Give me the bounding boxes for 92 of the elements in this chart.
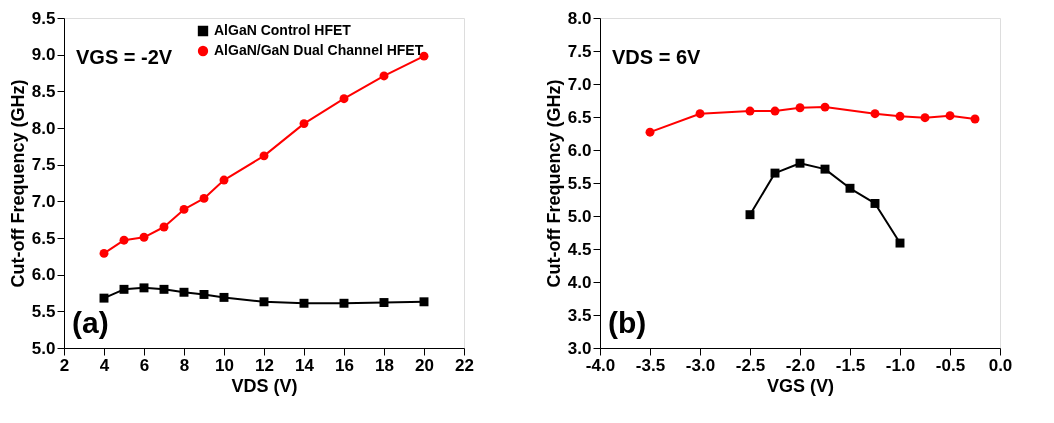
- point: [379, 298, 389, 308]
- x-tick-label: -1.0: [885, 355, 916, 375]
- x-tick-label: 12: [255, 355, 274, 375]
- x-tick-label: 8: [179, 355, 190, 375]
- x-tick-label: 6: [139, 355, 150, 375]
- legend-label: AlGaN Control HFET: [214, 22, 352, 38]
- point: [219, 292, 229, 302]
- x-tick-label: 0.0: [988, 355, 1013, 375]
- x-axis-title: VGS (V): [766, 375, 835, 396]
- annotation: VGS = -2V: [76, 46, 173, 68]
- y-tick-label: 7.5: [567, 41, 592, 61]
- point: [645, 127, 655, 137]
- point: [795, 103, 805, 113]
- x-tick-label: 10: [215, 355, 234, 375]
- x-tick-label: 22: [455, 355, 474, 375]
- y-tick-label: 5.5: [567, 173, 592, 193]
- annotation: VDS = 6V: [612, 46, 702, 68]
- point: [945, 111, 955, 121]
- point: [179, 204, 189, 214]
- point: [159, 284, 169, 294]
- y-tick-label: 8.5: [31, 81, 56, 101]
- x-tick-label: 14: [295, 355, 315, 375]
- y-tick-label: 7.0: [31, 191, 56, 211]
- x-tick-label: -3.5: [635, 355, 666, 375]
- point: [770, 168, 780, 178]
- point: [299, 298, 309, 308]
- point: [695, 109, 705, 119]
- y-tick-label: 9.5: [31, 8, 56, 28]
- y-tick-label: 4.0: [567, 272, 592, 292]
- y-axis-title: Cut-off Frequency (GHz): [543, 79, 564, 288]
- point: [895, 111, 905, 121]
- x-tick-label: -4.0: [585, 355, 616, 375]
- x-tick-label: -0.5: [935, 355, 966, 375]
- point: [119, 284, 129, 294]
- point: [379, 71, 389, 81]
- x-tick-label: -3.0: [685, 355, 716, 375]
- point: [339, 94, 349, 104]
- y-tick-label: 6.5: [567, 107, 592, 127]
- point: [970, 114, 980, 124]
- y-axis-title: Cut-off Frequency (GHz): [7, 79, 28, 288]
- y-tick-label: 6.0: [31, 265, 56, 285]
- y-tick-label: 7.5: [31, 155, 56, 175]
- point: [259, 297, 269, 307]
- point: [159, 222, 169, 232]
- point: [179, 287, 189, 297]
- point: [870, 109, 880, 119]
- annotation: (b): [608, 306, 647, 339]
- y-tick-label: 5.0: [31, 338, 56, 358]
- x-tick-label: 4: [99, 355, 110, 375]
- point: [259, 151, 269, 161]
- point: [219, 175, 229, 185]
- point: [339, 298, 349, 308]
- y-tick-label: 8.0: [567, 8, 592, 28]
- y-tick-label: 6.5: [31, 228, 56, 248]
- point: [895, 238, 905, 248]
- y-tick-label: 6.0: [567, 140, 592, 160]
- point: [820, 102, 830, 112]
- y-tick-label: 3.0: [567, 338, 592, 358]
- point: [139, 283, 149, 293]
- point: [745, 210, 755, 220]
- annotation: (a): [72, 306, 109, 339]
- point: [745, 106, 755, 116]
- point: [99, 293, 109, 303]
- point: [99, 248, 109, 258]
- x-tick-label: 16: [335, 355, 354, 375]
- point: [199, 193, 209, 203]
- y-tick-label: 7.0: [567, 74, 592, 94]
- point: [820, 164, 830, 174]
- y-tick-label: 3.5: [567, 305, 592, 325]
- point: [770, 106, 780, 116]
- point: [920, 113, 930, 123]
- x-tick-label: 18: [375, 355, 394, 375]
- y-tick-label: 8.0: [31, 118, 56, 138]
- point: [119, 235, 129, 245]
- point: [139, 232, 149, 242]
- point: [795, 158, 805, 168]
- point: [419, 297, 429, 307]
- point: [870, 198, 880, 208]
- legend-label: AlGaN/GaN Dual Channel HFET: [214, 42, 424, 58]
- point: [845, 183, 855, 193]
- x-tick-label: -2.5: [735, 355, 766, 375]
- y-tick-label: 5.0: [567, 206, 592, 226]
- point: [299, 119, 309, 129]
- x-tick-label: -1.5: [835, 355, 866, 375]
- x-tick-label: 2: [59, 355, 70, 375]
- y-tick-label: 5.5: [31, 301, 56, 321]
- x-tick-label: 20: [415, 355, 434, 375]
- y-tick-label: 4.5: [567, 239, 592, 259]
- x-axis-title: VDS (V): [231, 375, 298, 396]
- x-tick-label: -2.0: [785, 355, 816, 375]
- point: [199, 289, 209, 299]
- y-tick-label: 9.0: [31, 45, 56, 65]
